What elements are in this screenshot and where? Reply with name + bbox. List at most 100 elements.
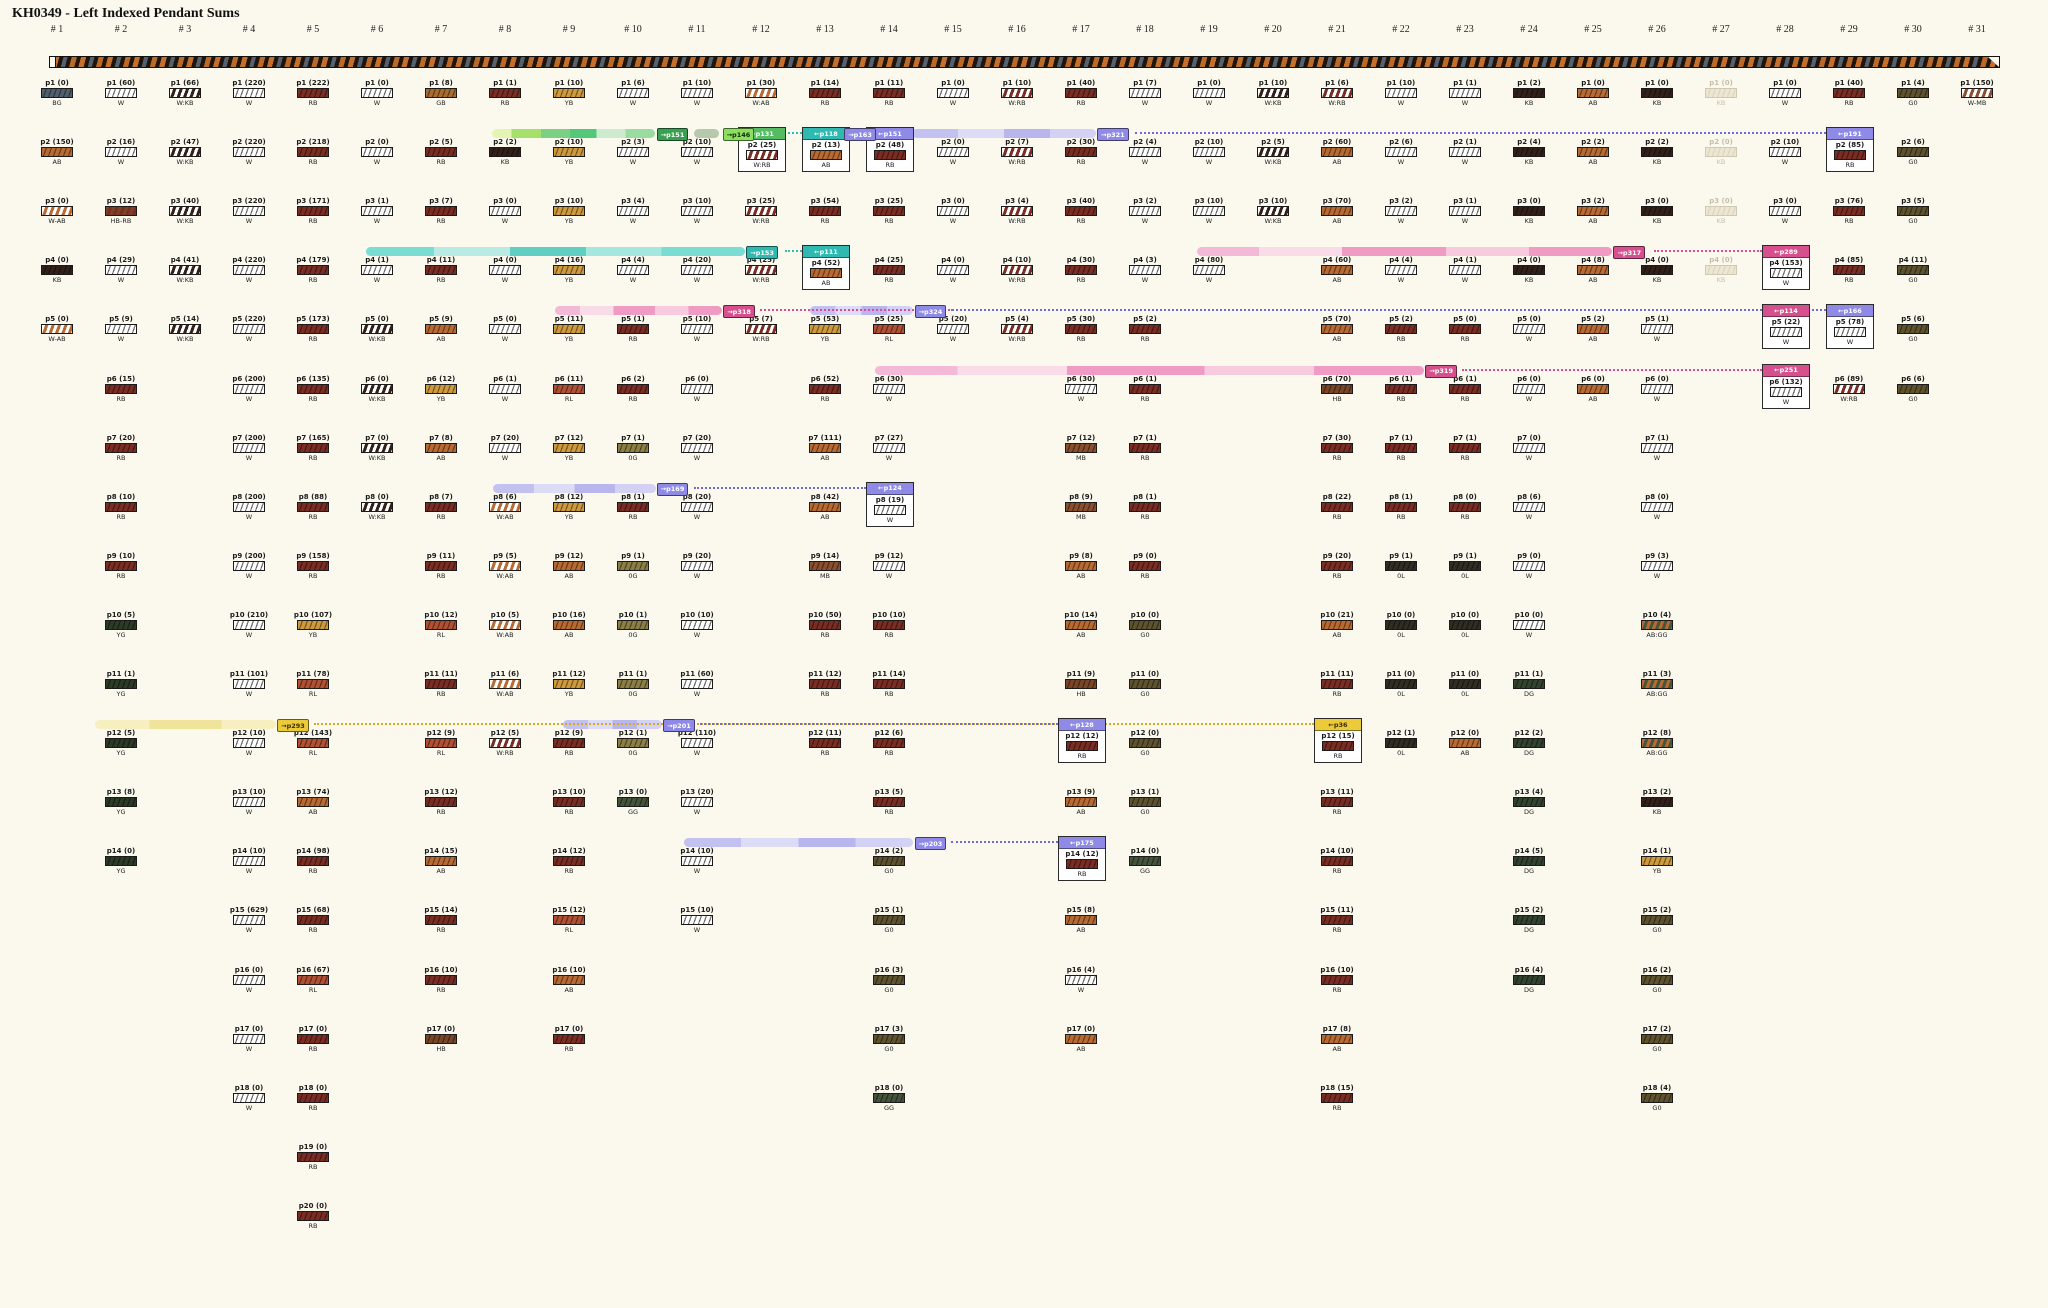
pendant-cell: p6 (30) W [867,375,911,403]
pendant-bar [553,738,585,749]
pendant-cell: p8 (0) W:KB [355,493,399,521]
pendant-color-code: W [949,158,957,167]
pendant-bar [233,383,265,394]
pendant-cell: p13 (20) W [675,788,719,816]
pendant-cell: p1 (1) RB [483,79,527,107]
pendant-color-code: W [245,808,253,817]
pendant-bar [873,206,905,217]
pendant-bar [1641,738,1673,749]
pendant-bar [297,1033,329,1044]
pendant-cell: p4 (179) RB [291,256,335,284]
pendant-bar [745,88,777,98]
pendant-bar [809,383,841,394]
pendant-color-code: RB [1140,571,1150,580]
pendant-label: p9 (12) [554,551,584,560]
pendant-label: p2 (2) [493,138,517,147]
pendant-cell: p13 (5) RB [867,788,911,816]
pendant-bar [1449,147,1481,158]
pendant-color-code: G0 [884,926,894,935]
pendant-label: p1 (10) [1002,79,1032,87]
pendant-label: p4 (0) [941,256,965,265]
pendant-color-code: KB [1524,276,1534,285]
pendant-cell: p3 (12) HB-RB [99,197,143,225]
pendant-color-code: W [501,453,509,462]
pendant-cell: p3 (220) W [227,197,271,225]
pendant-label: p10 (0) [1386,610,1416,619]
pendant-color-code: W:KB [1264,158,1282,167]
pendant-bar [873,1092,905,1103]
pendant-color-code: W:RB [752,335,770,344]
pendant-label: p5 (220) [232,315,266,324]
pendant-bar [1769,88,1801,98]
pendant-label: p4 (80) [1194,256,1224,265]
pendant-cell: p3 (10) YB [547,197,591,225]
pendant-label: p10 (210) [229,610,269,619]
pendant-bar [41,206,73,217]
pendant-color-code: W:KB [368,453,386,462]
pendant-color-code: KB [1716,158,1726,167]
pendant-color-code: YB [1652,867,1662,876]
pendant-color-code: RB [308,1044,318,1053]
pendant-cell: p5 (70) AB [1315,315,1359,343]
pendant-color-code: AB:GG [1646,749,1668,758]
pendant-label: p5 (14) [170,315,200,324]
pendant-color-code: GB [436,99,446,107]
pendant-label: p18 (15) [1320,1083,1354,1092]
pendant-color-code: AB [1588,394,1598,403]
pendant-color-code: W [1397,158,1405,167]
pendant-color-code: W [373,158,381,167]
pendant-color-code: RB [1332,867,1342,876]
pendant-label: p5 (11) [554,315,584,324]
pendant-bar [1513,88,1545,98]
sum-target-label: ←p191 [1827,128,1873,141]
pendant-color-code: AB [1588,217,1598,226]
pendant-color-code: W [501,217,509,226]
pendant-color-code: 0G [628,690,638,698]
pendant-cell: p5 (2) RB [1123,315,1167,343]
pendant-color-code: RB [1460,335,1470,344]
pendant-cell: p6 (11) RL [547,375,591,403]
pendant-bar [361,265,393,276]
pendant-color-code: RL [564,394,574,403]
pendant-color-code: RB [116,453,126,462]
pendant-cell: p6 (0) W [1507,375,1551,403]
pendant-color-code: RB [884,217,894,226]
sum-target-label: ←p118 [803,128,849,141]
pendant-label: p16 (3) [874,965,904,974]
pendant-cell: p3 (10) W [675,197,719,225]
pendant-color-code: W [1525,571,1533,580]
pendant-cell: p4 (60) AB [1315,256,1359,284]
pendant-color-code: W [1397,217,1405,226]
pendant-cell: p5 (2) RB [1379,315,1423,343]
pendant-color-code: RB [1077,870,1087,879]
pendant-label: p18 (0) [234,1083,264,1092]
pendant-color-code: W [117,276,125,285]
pendant-cell: p14 (98) RB [291,847,335,875]
pendant-bar [873,619,905,630]
pendant-bar [1641,442,1673,453]
pendant-label: p7 (1) [1133,433,1157,442]
pendant-cell: p4 (0) KB [35,256,79,284]
pendant-bar [1513,738,1545,749]
pendant-label: p3 (0) [1517,197,1541,206]
pendant-bar [297,324,329,335]
pendant-color-code: RB [1460,394,1470,403]
pendant-color-code: AB [564,985,574,994]
pendant-cell: p11 (1) YG [99,670,143,698]
pendant-bar [1705,206,1737,217]
pendant-cell: p3 (40) W:KB [163,197,207,225]
cord-end-cap [1988,57,1999,67]
pendant-bar [1769,206,1801,217]
pendant-color-code: G0 [1908,217,1918,226]
pendant-cell: p2 (10) YB [547,138,591,166]
pendant-bar [425,856,457,867]
pendant-bar [681,856,713,867]
pendant-bar [297,1210,329,1221]
pendant-cell: p2 (3) W [611,138,655,166]
pendant-bar [745,206,777,217]
pendant-bar [489,265,521,276]
pendant-color-code: W-AB [48,335,66,344]
pendant-label: p5 (1) [1645,315,1669,324]
pendant-label: p3 (0) [1645,197,1669,206]
